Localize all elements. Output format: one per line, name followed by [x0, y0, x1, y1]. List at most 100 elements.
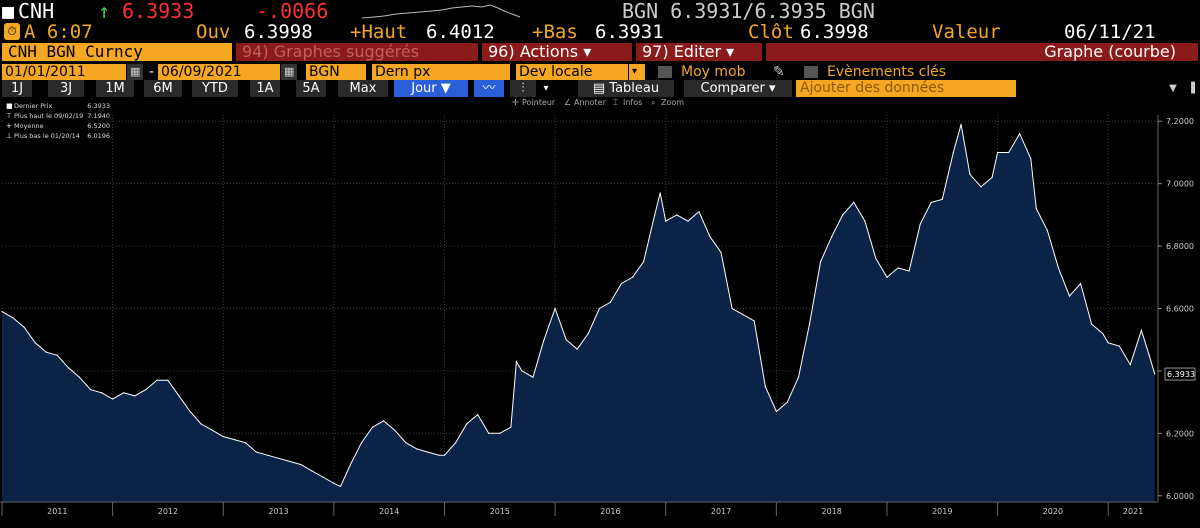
x-tick-label: 2019: [932, 507, 952, 516]
data-point: [731, 307, 733, 310]
dropdown-arrow-icon: ▾: [721, 42, 735, 61]
pencil-icon[interactable]: ✎: [773, 64, 785, 80]
chart-tool-label: Zoom: [661, 98, 684, 107]
x-tick-label: 2017: [711, 507, 731, 516]
data-point: [1046, 229, 1048, 232]
value-date-label: Valeur: [932, 21, 1001, 43]
legend-average-icon: +: [6, 122, 12, 130]
moving-average-checkbox[interactable]: [658, 66, 672, 78]
end-date-field[interactable]: 06/09/2021: [158, 64, 280, 80]
data-point: [383, 420, 385, 422]
calendar-icon[interactable]: ▦: [281, 64, 297, 80]
add-data-input[interactable]: Ajouter des données: [796, 80, 1016, 97]
data-point: [1154, 373, 1156, 375]
dropdown-arrow-icon: ▾: [764, 81, 776, 96]
data-point: [930, 201, 932, 203]
data-point: [311, 470, 313, 472]
actions-label: 96) Actions: [488, 42, 579, 61]
data-point: [1079, 282, 1082, 285]
data-point: [908, 270, 910, 272]
actions-menu[interactable]: 96) Actions ▾: [482, 43, 632, 61]
data-point: [405, 442, 407, 444]
data-point: [1035, 208, 1037, 210]
data-point: [786, 401, 789, 403]
edit-menu[interactable]: 97) Editer ▾: [636, 43, 762, 61]
frequency-label: Jour: [411, 81, 437, 96]
data-point: [1129, 364, 1131, 366]
source-field[interactable]: BGN: [306, 64, 366, 80]
compare-menu[interactable]: Comparer ▾: [684, 80, 792, 97]
currency-select[interactable]: Dev locale: [516, 64, 628, 80]
chart-type-title: Graphe (courbe): [766, 43, 1198, 61]
date-separator: -: [149, 64, 155, 80]
data-point: [277, 457, 280, 459]
y-tick-label: 6.2000: [1166, 429, 1194, 438]
data-point: [1057, 267, 1060, 269]
x-tick-label: 2015: [490, 507, 510, 516]
value-date: 06/11/21: [1064, 21, 1156, 43]
period-button-1m[interactable]: 1M: [96, 80, 134, 97]
data-point: [941, 198, 943, 200]
security-icon: ■: [2, 0, 15, 23]
data-point: [222, 435, 224, 438]
line-chart-icon[interactable]: 〰: [474, 80, 504, 97]
data-point: [477, 414, 479, 416]
x-tick-label: 2011: [47, 507, 67, 516]
high-label: +Haut: [350, 21, 408, 43]
dropdown-arrow-icon[interactable]: ▾: [629, 64, 645, 80]
data-point: [991, 176, 993, 179]
chart-tool-label: Pointeur: [522, 98, 556, 107]
suggested-charts-button[interactable]: 94) Graphes suggérés: [236, 43, 478, 61]
calendar-icon[interactable]: ▦: [127, 64, 143, 80]
annotate-icon: ∠: [564, 98, 571, 107]
period-button-ytd[interactable]: YTD: [192, 80, 238, 97]
period-button-max[interactable]: Max: [338, 80, 388, 97]
data-point: [654, 214, 656, 216]
data-point: [156, 379, 158, 381]
frequency-select[interactable]: Jour ▼: [394, 80, 468, 97]
data-point: [427, 451, 429, 453]
price-field-select[interactable]: Dern px: [372, 64, 510, 80]
security-field[interactable]: CNH BGN Curncy: [2, 43, 232, 61]
table-button[interactable]: ▤ Tableau: [578, 80, 674, 97]
price-chart[interactable]: 6.00006.20006.40006.60006.80007.00007.20…: [0, 97, 1200, 524]
data-point: [764, 385, 766, 388]
ticker-symbol: CNH: [18, 0, 55, 23]
period-button-1j[interactable]: 1J: [2, 80, 32, 97]
data-point: [960, 123, 962, 125]
bar-chart-icon[interactable]: ⫶: [510, 80, 536, 97]
edit-label: 97) Editer: [642, 42, 722, 61]
y-tick-label: 6.8000: [1166, 242, 1194, 251]
data-point: [510, 426, 512, 428]
data-point: [466, 423, 468, 425]
data-point: [886, 276, 888, 278]
pointer-icon: ✛: [512, 98, 519, 107]
data-point: [1019, 133, 1021, 135]
data-point: [1091, 323, 1093, 325]
data-point: [56, 354, 58, 356]
data-point: [244, 442, 246, 444]
data-point: [969, 173, 971, 175]
key-events-checkbox[interactable]: [804, 66, 818, 78]
data-point: [897, 267, 899, 269]
data-point: [808, 323, 811, 325]
start-date-field[interactable]: 01/01/2011: [2, 64, 126, 80]
chevron-down-icon[interactable]: ▼: [1169, 83, 1177, 94]
x-tick-label: 2014: [379, 507, 399, 516]
period-button-6m[interactable]: 6M: [144, 80, 182, 97]
panel-toggle-icon[interactable]: ▐: [1187, 83, 1195, 94]
data-point: [543, 339, 545, 341]
period-button-1a[interactable]: 1A: [250, 80, 280, 97]
data-point: [1, 311, 3, 313]
data-point: [45, 351, 47, 353]
table-icon: ▤: [592, 81, 610, 96]
data-point: [266, 454, 269, 456]
data-point: [300, 463, 302, 466]
compare-label: Comparer: [700, 81, 765, 96]
data-point: [831, 236, 833, 238]
period-button-5a[interactable]: 5A: [296, 80, 326, 97]
data-point: [1148, 354, 1150, 356]
dropdown-arrow-icon[interactable]: ▾: [543, 83, 549, 94]
period-button-3j[interactable]: 3J: [48, 80, 84, 97]
data-point: [394, 429, 396, 431]
